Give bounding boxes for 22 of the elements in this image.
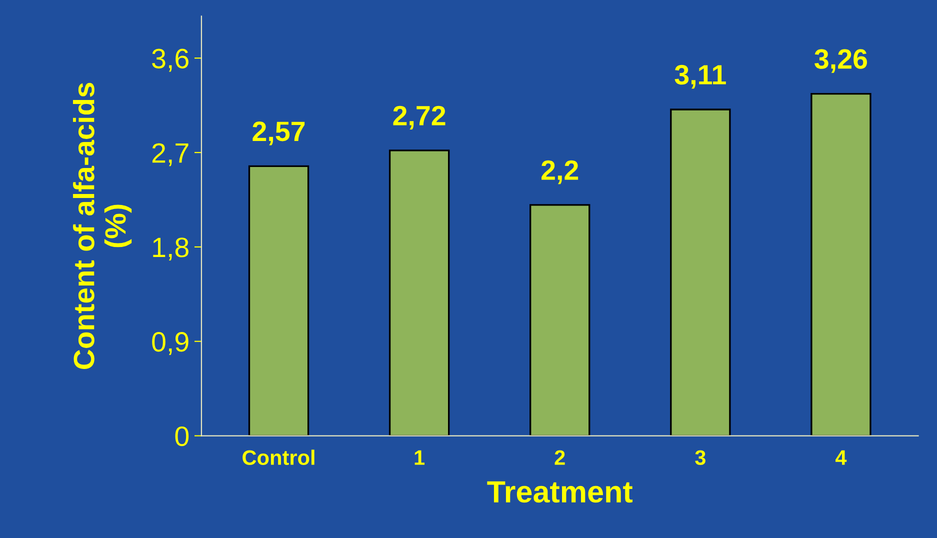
data-label: 3,26 [814, 49, 867, 73]
data-label: 2,57 [252, 122, 305, 146]
bar [810, 92, 872, 436]
y-tick-label: 3,6 [152, 48, 188, 72]
x-tick-label: 4 [835, 450, 847, 465]
y-tick-label: 0,9 [152, 332, 188, 355]
y-tick-label: 1,8 [153, 238, 188, 261]
bar [670, 108, 731, 436]
y-tick-label: 0 [175, 426, 189, 446]
y-axis-title: Content of alfa-acids (%) [72, 82, 132, 369]
bar [248, 165, 310, 436]
data-label: 2,2 [542, 160, 578, 184]
x-tick-label: 2 [554, 450, 565, 465]
x-axis-title: Treatment [487, 481, 633, 503]
x-tick-label: 3 [695, 450, 706, 465]
data-label: 3,11 [674, 64, 726, 89]
x-tick-label: Control [242, 450, 314, 465]
x-tick-label: 1 [414, 450, 425, 465]
y-tick-label: 2,7 [152, 143, 188, 166]
bar [530, 204, 590, 436]
data-label: 2,72 [393, 106, 446, 130]
bar [388, 150, 450, 436]
